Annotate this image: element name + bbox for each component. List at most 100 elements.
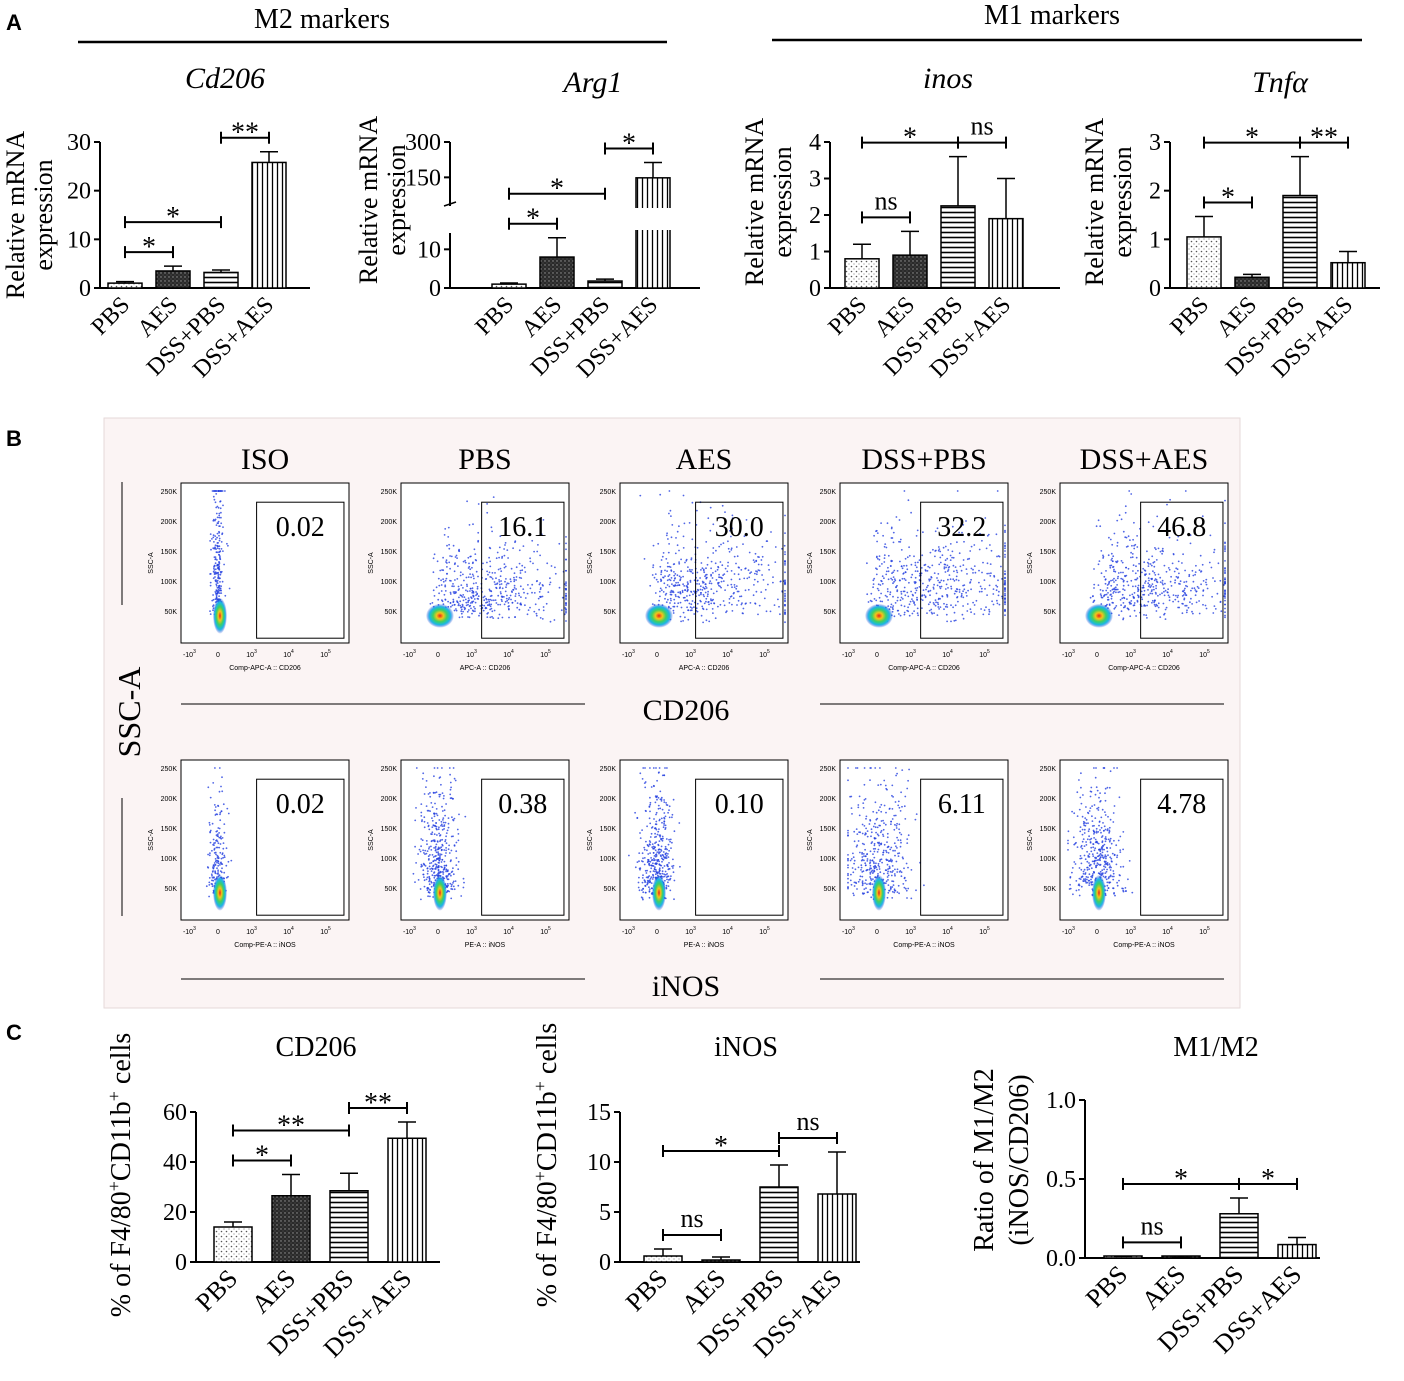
flow-event-dot — [654, 832, 656, 835]
flow-event-dot — [692, 593, 694, 596]
flow-event-dot — [436, 560, 439, 563]
flow-event-dot — [878, 558, 881, 561]
flow-event-dot — [705, 567, 707, 570]
inos-axis-caption: iNOS — [652, 970, 720, 1003]
flow-event-dot — [1157, 602, 1160, 605]
flow-event-dot — [648, 817, 651, 820]
flow-xtick-label: -103 — [842, 926, 855, 936]
flow-ytick-label: 150K — [1040, 826, 1057, 833]
flow-event-dot — [1105, 860, 1107, 863]
flow-event-dot — [996, 599, 998, 602]
flow-event-dot — [784, 564, 786, 566]
flow-event-dot — [768, 568, 770, 571]
flow-event-dot — [892, 531, 895, 534]
flow-event-dot — [473, 606, 475, 608]
flow-event-dot — [1095, 857, 1097, 860]
flow-event-dot — [213, 541, 215, 543]
flow-event-dot — [897, 596, 899, 599]
flow-event-dot — [1075, 841, 1077, 844]
flow-event-dot — [1102, 822, 1104, 824]
flow-event-dot — [1122, 865, 1125, 868]
flow-event-dot — [937, 573, 940, 575]
flow-event-dot — [445, 835, 447, 838]
flow-event-dot — [903, 605, 906, 608]
flow-event-dot — [444, 584, 447, 587]
flow-ytick-label: 200K — [1040, 519, 1057, 526]
flow-event-dot — [1186, 585, 1189, 588]
flow-event-dot — [696, 509, 698, 512]
flow-event-dot — [460, 584, 463, 586]
flow-ytick-label: 200K — [820, 796, 837, 803]
flow-event-dot — [981, 571, 983, 574]
flow-event-dot — [518, 562, 521, 565]
flow-event-dot — [1106, 587, 1109, 589]
flow-event-dot — [498, 579, 500, 581]
flow-event-dot — [863, 799, 866, 801]
flow-ytick-label: 200K — [820, 519, 837, 526]
flow-event-dot — [1090, 867, 1093, 870]
flow-event-dot — [1099, 800, 1102, 802]
flow-event-dot — [489, 565, 492, 568]
flow-event-dot — [660, 579, 663, 582]
flow-event-dot — [696, 602, 699, 605]
flow-event-dot — [1101, 873, 1104, 876]
flow-event-dot — [437, 846, 440, 849]
cd206-flow-ylabel-sup1: + — [104, 1181, 124, 1191]
flow-event-dot — [668, 585, 671, 588]
flow-event-dot — [467, 616, 469, 618]
flow-event-dot — [209, 852, 211, 855]
inos_mrna-bar-2 — [940, 205, 976, 289]
flow-plot-frame — [400, 482, 570, 644]
flow-event-dot — [887, 554, 890, 557]
flow-event-dot — [737, 599, 740, 602]
flow-event-dot — [211, 874, 213, 877]
flow-xtick-exponent: 5 — [987, 649, 990, 655]
flow-event-dot — [1167, 594, 1170, 597]
flow-event-dot — [433, 595, 436, 597]
flow-event-dot — [1137, 595, 1140, 598]
flow-event-dot — [847, 881, 849, 884]
flow-event-dot — [226, 807, 229, 810]
flow-event-dot — [540, 533, 543, 536]
flow-event-dot — [473, 548, 476, 551]
flow-event-dot — [893, 842, 896, 845]
flow-event-dot — [699, 577, 701, 579]
flow-event-dot — [220, 857, 223, 860]
flow-event-dot — [664, 594, 667, 596]
flow-event-dot — [1108, 826, 1111, 829]
flow-event-dot — [216, 589, 219, 592]
flow-event-dot — [1084, 858, 1087, 861]
flow-event-dot — [1165, 570, 1168, 573]
flow-event-dot — [1084, 879, 1086, 882]
flow-event-dot — [1097, 519, 1100, 522]
flow-event-dot — [860, 864, 863, 867]
flow-event-dot — [676, 530, 679, 533]
flow-event-dot — [996, 555, 998, 558]
flow-event-dot — [1109, 881, 1112, 884]
flow-event-dot — [645, 840, 647, 843]
flow-event-dot — [784, 609, 786, 611]
flow-event-dot — [1103, 860, 1106, 863]
flow-event-dot — [946, 595, 949, 598]
flow-event-dot — [449, 773, 451, 776]
flow-event-dot — [1224, 592, 1226, 595]
flow-event-dot — [744, 567, 747, 570]
flow-event-dot — [873, 844, 876, 847]
flow-event-dot — [676, 605, 679, 608]
flow-event-dot — [219, 500, 222, 503]
flow-event-dot — [494, 572, 496, 574]
flow-event-dot — [784, 562, 786, 565]
flow-event-dot — [760, 563, 763, 566]
flow-event-dot — [879, 831, 882, 834]
flow-event-dot — [893, 873, 896, 875]
flow-event-dot — [216, 516, 219, 519]
tnfa_mrna-sig-label-2: ** — [1310, 123, 1338, 154]
flow-event-dot — [873, 837, 876, 839]
flow-event-dot — [1136, 586, 1139, 589]
flow-event-dot — [474, 610, 476, 613]
flow-event-dot — [1176, 577, 1179, 579]
flow-event-dot — [446, 572, 448, 575]
flow-event-dot — [941, 595, 944, 598]
flow-event-dot — [850, 858, 853, 860]
